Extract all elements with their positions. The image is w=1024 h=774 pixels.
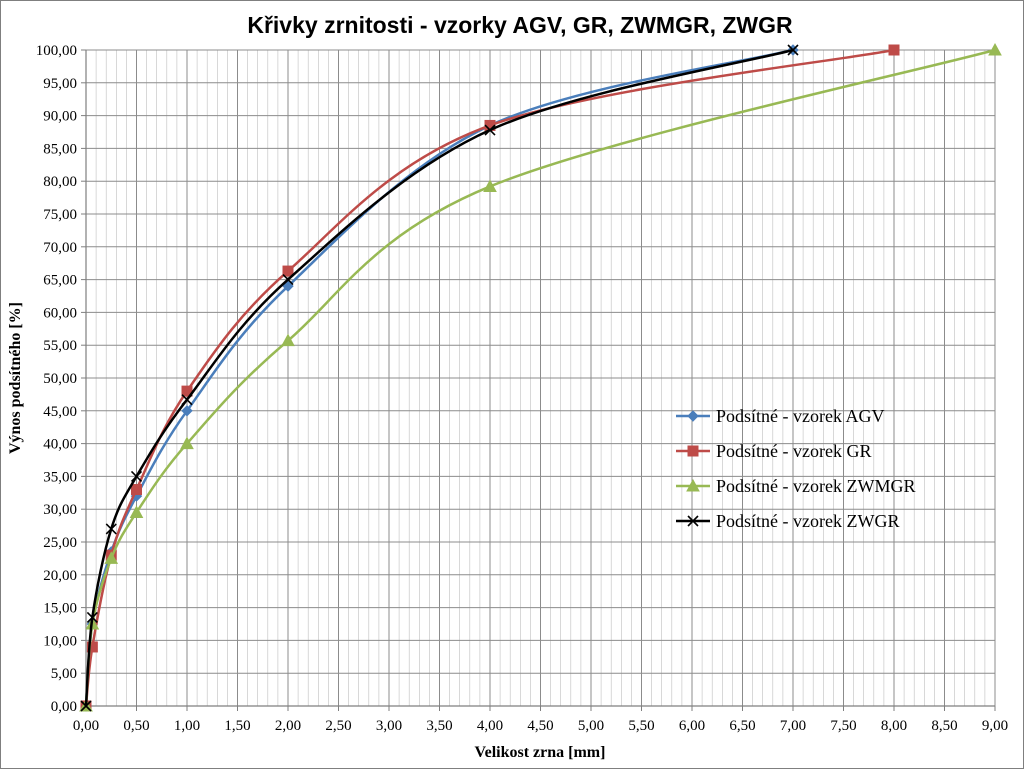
- y-tick-label: 55,00: [43, 338, 77, 354]
- grid: [85, 49, 996, 707]
- axes: 0,00 0,50 1,00 1,50 2,00 2,50 3,00 3,50 4,00 4,50…: [36, 43, 1008, 734]
- y-tick-label: 90,00: [43, 109, 77, 125]
- x-tick-label: 5,50: [628, 718, 654, 734]
- data-point: [181, 405, 193, 417]
- data-point: [888, 44, 900, 56]
- x-tick-label: 3,00: [376, 718, 402, 734]
- data-point: [180, 436, 194, 450]
- legend-label: Podsítné - vzorek ZWMGR: [716, 476, 915, 496]
- data-point: [80, 700, 92, 712]
- x-tick-label: 2,00: [275, 718, 301, 734]
- y-tick-label: 40,00: [43, 437, 77, 453]
- data-point: [181, 394, 193, 406]
- y-tick-label: 65,00: [43, 273, 77, 289]
- y-tick-label: 95,00: [43, 76, 77, 92]
- y-tick-label: 50,00: [43, 371, 77, 387]
- y-tick-label: 25,00: [43, 535, 77, 551]
- x-tick-label: 3,50: [426, 718, 452, 734]
- data-point: [988, 42, 1002, 56]
- x-axis-title: Velikost zrna [mm]: [475, 744, 606, 761]
- data-point: [282, 280, 294, 292]
- x-tick-label: 1,50: [224, 718, 250, 734]
- data-point: [484, 124, 496, 136]
- data-point: [130, 470, 143, 482]
- legend-label: Podsítné - vzorek AGV: [716, 406, 884, 426]
- legend-entry: Podsítné - vzorek ZWGR: [676, 511, 899, 531]
- data-point: [282, 265, 294, 277]
- x-tick-label: 1,00: [174, 718, 200, 734]
- y-tick-label: 45,00: [43, 404, 77, 420]
- y-tick-label: 85,00: [43, 141, 77, 157]
- legend-marker: [687, 445, 699, 457]
- x-tick-label: 4,50: [527, 718, 553, 734]
- x-tick-label: 7,50: [830, 718, 856, 734]
- data-point: [86, 611, 98, 624]
- series-4: [80, 44, 799, 712]
- y-tick-label: 60,00: [43, 305, 77, 321]
- series-line: [84, 48, 996, 707]
- legend-entry: Podsítné - vzorek AGV: [676, 406, 884, 426]
- x-tick-label: 4,00: [477, 718, 503, 734]
- y-tick-label: 0,00: [51, 699, 77, 715]
- series-line: [84, 48, 794, 707]
- data-point: [483, 179, 497, 192]
- y-tick-label: 100,00: [36, 43, 77, 59]
- y-axis-title: Výnos podsítného [%]: [7, 302, 24, 454]
- legend-label: Podsítné - vzorek GR: [716, 441, 871, 461]
- x-tick-label: 8,00: [881, 718, 907, 734]
- x-tick-label: 8,50: [931, 718, 957, 734]
- series-group: [79, 42, 1002, 712]
- data-point: [787, 44, 799, 56]
- x-tick-label: 6,50: [729, 718, 755, 734]
- data-point: [105, 523, 117, 535]
- series-line: [84, 48, 895, 707]
- y-tick-label: 35,00: [43, 469, 77, 485]
- x-tick-label: 0,50: [123, 718, 149, 734]
- y-tick-label: 80,00: [43, 174, 77, 190]
- legend-entry: Podsítné - vzorek GR: [676, 441, 871, 461]
- data-point: [104, 551, 119, 564]
- legend-marker: [687, 515, 699, 527]
- y-tick-label: 20,00: [43, 568, 77, 584]
- x-tick-label: 2,50: [325, 718, 351, 734]
- data-point: [281, 333, 295, 347]
- x-tick-label: 9,00: [982, 718, 1008, 734]
- x-tick-label: 5,00: [578, 718, 604, 734]
- x-tick-label: 0,00: [73, 718, 99, 734]
- data-point: [131, 484, 142, 496]
- legend-marker: [687, 410, 699, 422]
- x-tick-label: 7,00: [780, 718, 806, 734]
- legend-marker: [686, 478, 700, 492]
- data-point: [129, 505, 144, 518]
- series-3: [79, 42, 1002, 712]
- y-tick-label: 30,00: [43, 502, 77, 518]
- y-tick-label: 15,00: [43, 601, 77, 617]
- data-point: [86, 641, 98, 653]
- legend-entry: Podsítné - vzorek ZWMGR: [676, 476, 915, 496]
- chart-title: Křivky zrnitosti - vzorky AGV, GR, ZWMGR…: [247, 12, 793, 38]
- legend-label: Podsítné - vzorek ZWGR: [716, 511, 899, 531]
- data-point: [282, 274, 294, 286]
- y-tick-label: 75,00: [43, 207, 77, 223]
- y-tick-label: 10,00: [43, 633, 77, 649]
- x-tick-label: 6,00: [679, 718, 705, 734]
- y-tick-label: 5,00: [51, 666, 77, 682]
- legend: Podsítné - vzorek AGV Podsítné - vzorek G…: [676, 406, 915, 531]
- y-tick-label: 70,00: [43, 240, 77, 256]
